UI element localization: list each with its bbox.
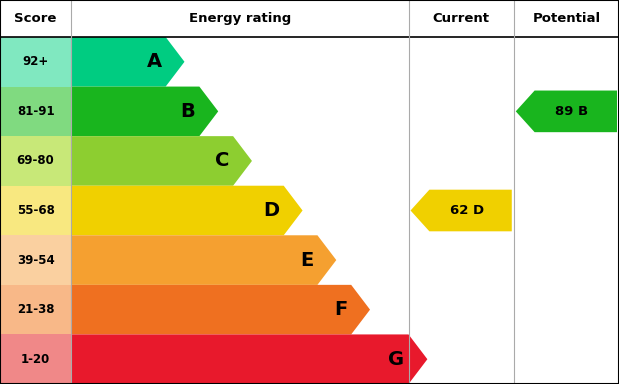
Text: 89 B: 89 B	[555, 105, 589, 118]
Text: 92+: 92+	[22, 55, 49, 68]
Bar	[0, 136, 71, 186]
Polygon shape	[516, 91, 617, 132]
Bar	[0, 334, 71, 384]
Text: 62 D: 62 D	[450, 204, 484, 217]
Text: C: C	[215, 151, 229, 170]
Text: B: B	[181, 102, 196, 121]
Bar	[0, 37, 71, 86]
Text: Potential: Potential	[532, 12, 600, 25]
Text: 21-38: 21-38	[17, 303, 54, 316]
Text: F: F	[334, 300, 347, 319]
Polygon shape	[71, 37, 184, 86]
Polygon shape	[71, 285, 370, 334]
Text: 69-80: 69-80	[17, 154, 54, 167]
Polygon shape	[71, 136, 252, 186]
Bar	[0, 86, 71, 136]
Text: 81-91: 81-91	[17, 105, 54, 118]
Text: A: A	[147, 52, 162, 71]
Bar	[0, 186, 71, 235]
Text: Energy rating: Energy rating	[189, 12, 291, 25]
Text: Current: Current	[433, 12, 490, 25]
Polygon shape	[71, 334, 427, 384]
Text: D: D	[264, 201, 280, 220]
Polygon shape	[71, 186, 303, 235]
Text: 55-68: 55-68	[17, 204, 54, 217]
Text: G: G	[388, 350, 405, 369]
Bar	[0, 235, 71, 285]
Text: 39-54: 39-54	[17, 253, 54, 266]
Text: Score: Score	[14, 12, 57, 25]
Polygon shape	[410, 190, 512, 231]
Text: E: E	[300, 251, 313, 270]
Polygon shape	[71, 86, 219, 136]
Bar	[0, 285, 71, 334]
Polygon shape	[71, 235, 336, 285]
Text: 1-20: 1-20	[21, 353, 50, 366]
